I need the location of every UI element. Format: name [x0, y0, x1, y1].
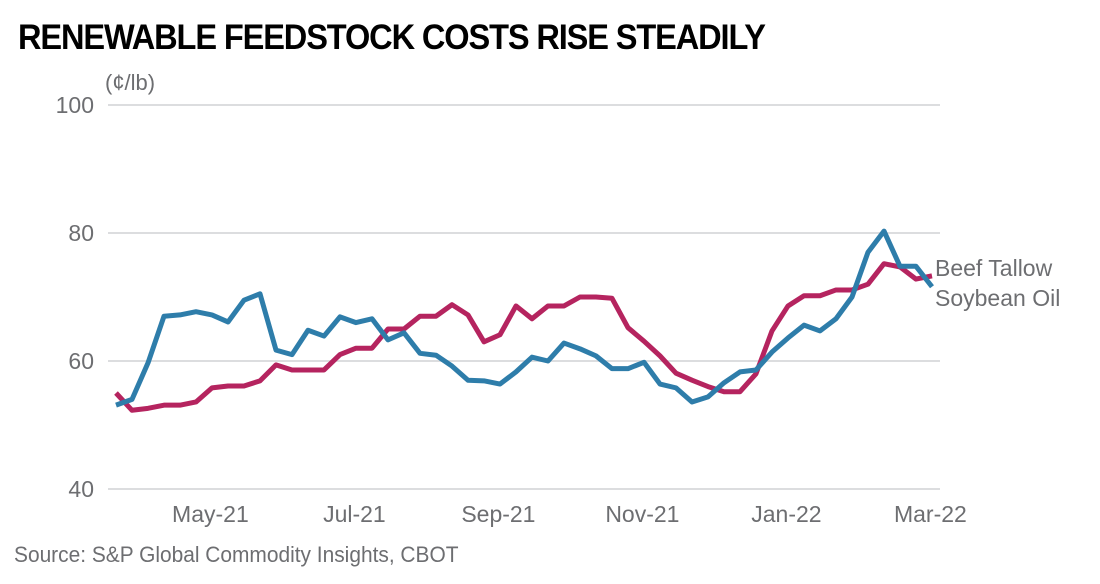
chart-title: RENEWABLE FEEDSTOCK COSTS RISE STEADILY	[18, 18, 766, 57]
x-tick-label: Mar-22	[894, 501, 967, 527]
legend: Beef Tallow Soybean Oil	[935, 255, 1060, 311]
y-tick-label: 60	[68, 348, 94, 374]
legend-label-soybean-oil: Soybean Oil	[935, 285, 1060, 311]
x-axis-ticks: May-21 Jul-21 Sep-21 Nov-21 Jan-22 Mar-22	[172, 501, 967, 527]
x-tick-label: May-21	[172, 501, 249, 527]
y-axis-unit-label: (¢/lb)	[105, 70, 156, 95]
series-lines	[114, 228, 934, 413]
gridlines	[108, 104, 940, 490]
legend-label-beef-tallow: Beef Tallow	[935, 255, 1053, 281]
y-tick-label: 80	[68, 220, 94, 246]
y-tick-label: 40	[68, 476, 94, 502]
x-tick-label: Jan-22	[751, 501, 821, 527]
x-tick-label: Jul-21	[323, 501, 386, 527]
series-line-beef-tallow	[114, 261, 933, 413]
x-tick-label: Nov-21	[605, 501, 679, 527]
y-axis-ticks: 40 60 80 100	[56, 92, 94, 502]
y-tick-label: 100	[56, 92, 94, 118]
x-tick-label: Sep-21	[461, 501, 535, 527]
source-note: Source: S&P Global Commodity Insights, C…	[14, 542, 459, 567]
series-line-soybean-oil	[115, 228, 934, 408]
